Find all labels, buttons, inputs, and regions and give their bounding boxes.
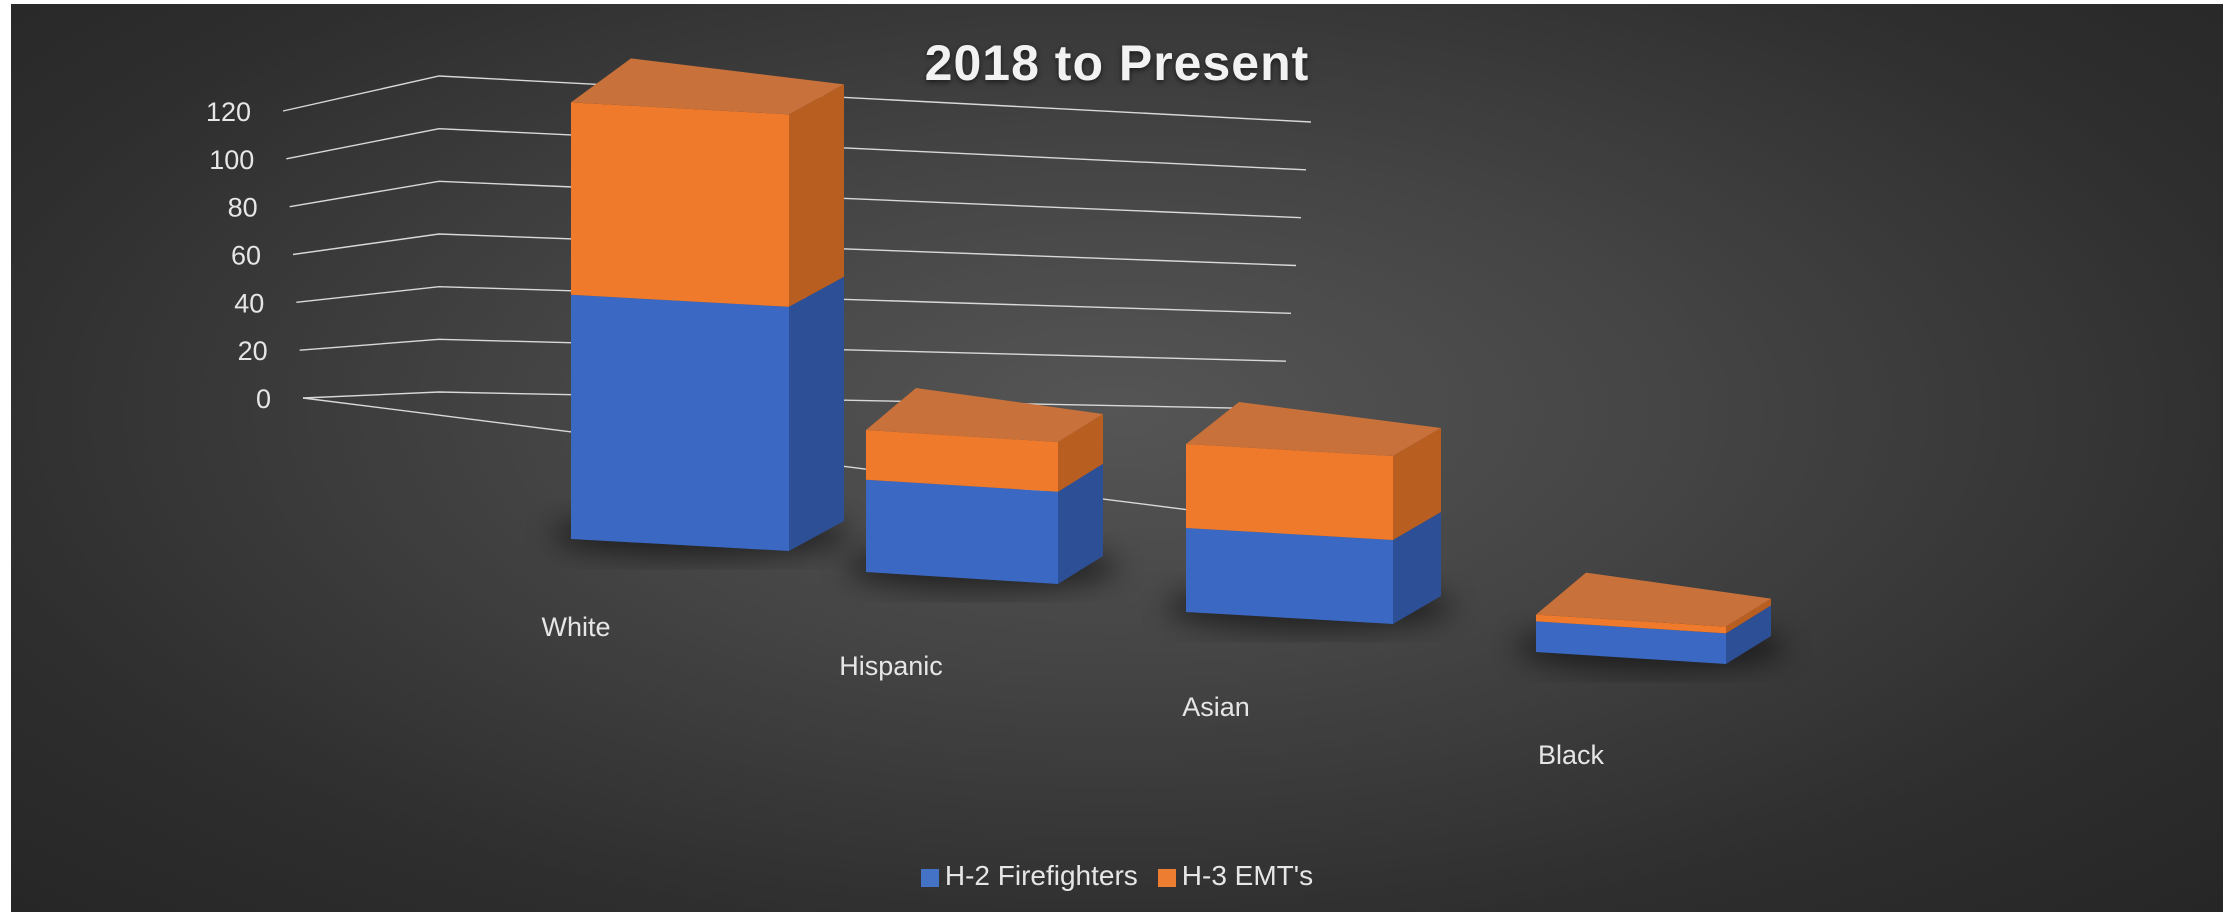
x-category-label: Hispanic bbox=[839, 651, 943, 681]
chart-title: 2018 to Present bbox=[924, 35, 1310, 91]
bar-segment bbox=[571, 294, 789, 551]
gridline bbox=[296, 285, 1292, 315]
bar-side bbox=[1393, 428, 1441, 540]
y-tick-label: 100 bbox=[209, 145, 254, 175]
y-tick-label: 20 bbox=[238, 336, 268, 366]
legend: H-2 Firefighters H-3 EMT's bbox=[11, 858, 2223, 892]
legend-item: H-2 Firefighters bbox=[920, 859, 1138, 892]
gridline bbox=[299, 338, 1287, 362]
bar-side bbox=[789, 276, 844, 551]
x-category-label: White bbox=[541, 612, 610, 642]
chart-area: 2018 to Present 0 20 40 60 80 100 120 White Hisp… bbox=[11, 4, 2223, 912]
grid-lines bbox=[282, 75, 1312, 519]
legend-label: H-3 EMT's bbox=[1181, 859, 1314, 891]
y-tick-label: 0 bbox=[256, 384, 271, 414]
bar-side bbox=[789, 84, 844, 307]
bar-segment bbox=[1186, 444, 1393, 540]
gridline bbox=[289, 180, 1302, 219]
bar-segment bbox=[571, 102, 789, 307]
bar-side bbox=[1726, 598, 1771, 634]
gridline bbox=[292, 233, 1297, 267]
gridline bbox=[286, 127, 1307, 171]
chart-plot: 0 20 40 60 80 100 120 White Hispanic Asian Black bbox=[206, 58, 1786, 770]
bar-side bbox=[1726, 605, 1771, 664]
bar-segment bbox=[866, 479, 1058, 584]
legend-label: H-2 Firefighters bbox=[944, 859, 1138, 891]
x-category-label: Black bbox=[1538, 740, 1605, 770]
bar-segment bbox=[1536, 614, 1726, 634]
legend-swatch bbox=[920, 868, 939, 887]
y-tick-label: 60 bbox=[231, 241, 261, 271]
bar-segment bbox=[1186, 528, 1393, 624]
bar-top bbox=[571, 58, 844, 115]
gridline bbox=[282, 75, 1312, 123]
legend-item: H-3 EMT's bbox=[1157, 859, 1314, 892]
bar-side bbox=[1058, 463, 1103, 584]
bar-top bbox=[1536, 572, 1771, 627]
bar-side bbox=[1058, 414, 1103, 492]
bar-segment bbox=[866, 430, 1058, 492]
legend-swatch bbox=[1157, 868, 1176, 887]
bar-side bbox=[1393, 512, 1441, 624]
axis-labels: 0 20 40 60 80 100 120 White Hispanic Asian Black bbox=[206, 97, 1605, 770]
bar-segment bbox=[1536, 621, 1726, 664]
y-tick-label: 80 bbox=[228, 193, 258, 223]
x-category-label: Asian bbox=[1182, 692, 1250, 722]
y-tick-label: 40 bbox=[234, 288, 264, 318]
bar-top bbox=[1186, 402, 1441, 456]
y-tick-label: 120 bbox=[206, 97, 251, 127]
bars bbox=[571, 58, 1771, 664]
bar-top bbox=[866, 388, 1103, 442]
